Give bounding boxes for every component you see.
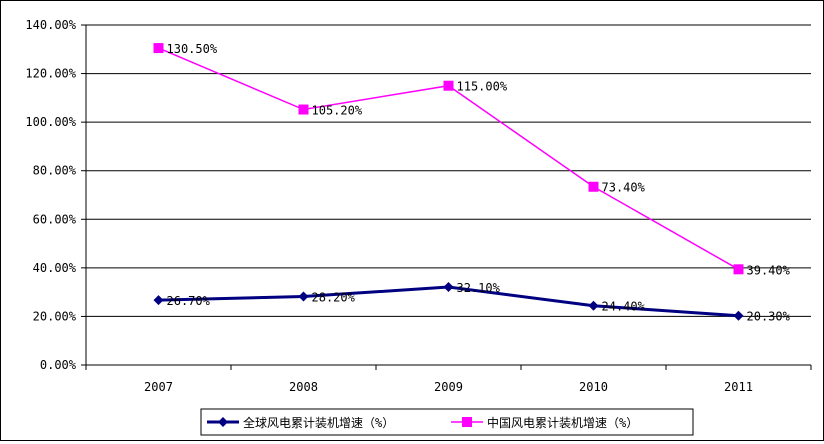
y-tick-label: 0.00% xyxy=(40,358,77,372)
data-point-marker xyxy=(733,264,744,275)
legend-box xyxy=(200,408,694,436)
y-tick-label: 20.00% xyxy=(33,309,77,323)
data-point-marker xyxy=(443,282,454,293)
y-tick-label: 140.00% xyxy=(25,18,76,32)
y-tick-label: 120.00% xyxy=(25,67,76,81)
data-label: 26.70% xyxy=(167,294,211,308)
data-label: 115.00% xyxy=(457,80,508,94)
axes: 0.00% 20.00% 40.00% 60.00% 80.00% 100.00% 120.… xyxy=(25,18,812,394)
data-point-marker xyxy=(298,104,309,115)
y-tick-label: 40.00% xyxy=(33,261,77,275)
data-point-marker xyxy=(733,310,744,321)
y-tick-label: 60.00% xyxy=(33,212,77,226)
data-label: 32.10% xyxy=(457,281,501,295)
data-label: 24.40% xyxy=(602,300,646,314)
data-point-marker xyxy=(298,291,309,302)
data-point-marker xyxy=(153,43,164,54)
data-label: 130.50% xyxy=(167,42,218,56)
data-point-marker xyxy=(588,181,599,192)
x-tick-label: 2011 xyxy=(724,380,753,394)
gridlines xyxy=(86,24,811,317)
data-point-marker xyxy=(153,295,164,306)
x-tick-label: 2007 xyxy=(144,380,173,394)
legend-label-0: 全球风电累计装机增速（%） xyxy=(243,415,394,430)
data-label: 28.20% xyxy=(312,291,356,305)
data-point-marker xyxy=(443,80,454,91)
y-tick-label: 100.00% xyxy=(25,115,76,129)
x-tick-label: 2008 xyxy=(289,380,318,394)
data-point-marker xyxy=(588,300,599,311)
legend-marker-1 xyxy=(462,417,472,427)
data-label: 105.20% xyxy=(312,104,363,118)
data-labels: 26.70% 28.20% 32.10% 24.40% 20.30% 130.50% 105… xyxy=(167,42,791,324)
x-tick-label: 2010 xyxy=(579,380,608,394)
legend: 全球风电累计装机增速（%） 中国风电累计装机增速（%） xyxy=(200,408,694,436)
series-lines xyxy=(153,43,744,321)
x-tick-label: 2009 xyxy=(434,380,463,394)
legend-label-1: 中国风电累计装机增速（%） xyxy=(487,415,638,430)
data-label: 73.40% xyxy=(602,181,646,195)
data-label: 20.30% xyxy=(747,310,791,324)
legend-marker-0 xyxy=(218,417,228,427)
data-label: 39.40% xyxy=(747,263,791,277)
y-tick-label: 80.00% xyxy=(33,164,77,178)
